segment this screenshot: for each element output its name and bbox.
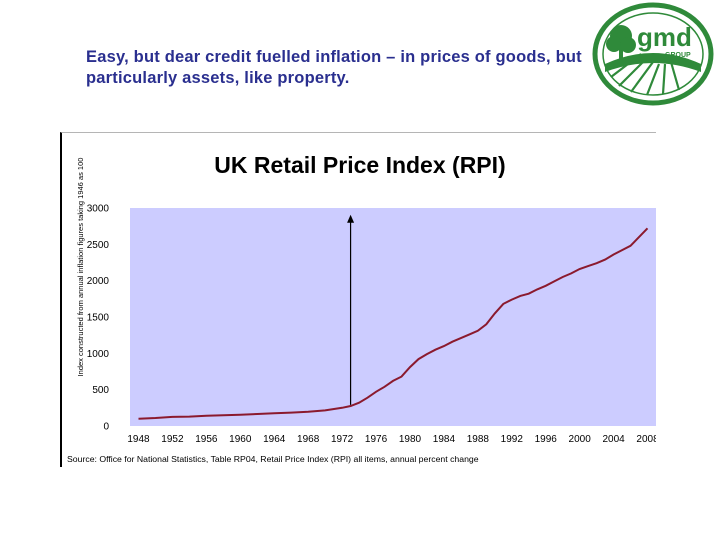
chart-frame: UK Retail Price Index (RPI) Index constr… — [60, 132, 656, 467]
plot-area — [130, 208, 656, 426]
y-tick-label: 1500 — [87, 313, 110, 324]
logo-wordmark: gmd — [637, 22, 692, 52]
chart-source-note: Source: Office for National Statistics, … — [67, 454, 479, 464]
logo-subtext: GROUP — [665, 52, 691, 59]
x-tick-label: 1952 — [161, 434, 184, 445]
logo-outer-ring — [592, 2, 714, 106]
logo-hill — [605, 53, 701, 72]
slide-headline: Easy, but dear credit fuelled inflation … — [86, 48, 582, 88]
x-tick-label: 1988 — [467, 434, 490, 445]
x-tick-label: 2000 — [569, 434, 592, 445]
x-tick-label: 1976 — [365, 434, 388, 445]
x-tick-label: 1948 — [127, 434, 150, 445]
logo-tree-icon — [606, 25, 636, 60]
x-tick-label: 1992 — [501, 434, 524, 445]
annotation-arrow-1973 — [347, 214, 355, 405]
x-tick-label: 1972 — [331, 434, 354, 445]
y-tick-label: 3000 — [87, 204, 110, 215]
y-axis-ticks: 0 500 1000 1500 2000 2500 3000 — [87, 204, 110, 433]
x-axis-ticks: 1948 1952 1956 1960 1964 1968 1972 1976 1980 1984… — [127, 434, 656, 445]
x-tick-label: 2004 — [602, 434, 625, 445]
rpi-series-line — [138, 227, 649, 420]
rpi-line-chart: UK Retail Price Index (RPI) Index constr… — [67, 152, 656, 464]
y-tick-label: 1000 — [87, 349, 110, 360]
x-tick-label: 1980 — [399, 434, 422, 445]
y-tick-label: 2000 — [87, 276, 110, 287]
x-tick-label: 1964 — [263, 434, 286, 445]
x-tick-label: 1960 — [229, 434, 252, 445]
annotation-arrow-head — [347, 214, 355, 223]
y-tick-label: 0 — [103, 422, 109, 433]
x-tick-label: 1968 — [297, 434, 320, 445]
chart-title: UK Retail Price Index (RPI) — [214, 152, 505, 178]
y-tick-label: 500 — [92, 385, 109, 396]
gmd-group-logo: gmd GROUP — [592, 2, 714, 106]
x-tick-label: 2008 — [636, 434, 656, 445]
x-tick-label: 1996 — [535, 434, 558, 445]
x-tick-label: 1984 — [433, 434, 456, 445]
y-tick-label: 2500 — [87, 240, 110, 251]
y-axis-label: Index constructed from annual inflation … — [76, 158, 85, 377]
x-tick-label: 1956 — [195, 434, 218, 445]
